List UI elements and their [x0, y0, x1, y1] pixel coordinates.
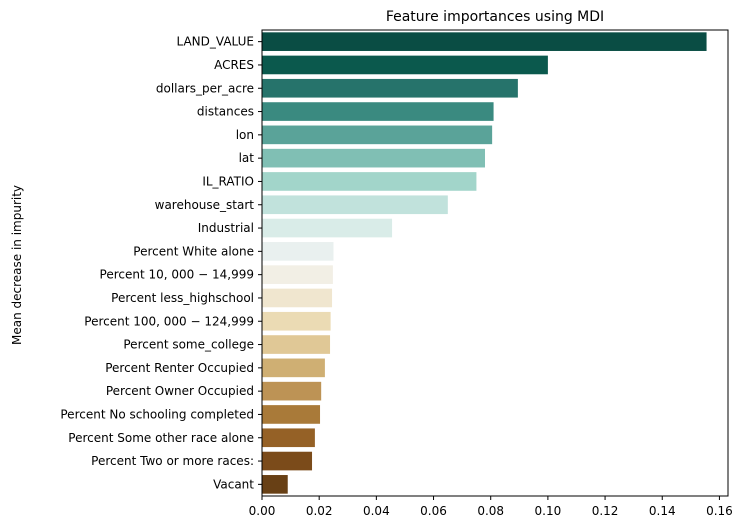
- bar: [262, 311, 331, 331]
- category-label: ACRES: [214, 58, 254, 72]
- bar: [262, 335, 331, 354]
- bar: [262, 242, 334, 261]
- x-tick-label: 0.10: [535, 504, 562, 518]
- x-axis-ticks: 0.00 0.02 0.04 0.06 0.08 0.10 0.12 0.14 0.16: [249, 496, 733, 518]
- bar: [262, 428, 315, 448]
- category-label: Percent 10, 000 − 14,999: [100, 268, 254, 282]
- category-label: Percent White alone: [133, 244, 254, 258]
- bar: [262, 381, 322, 401]
- bar: [262, 78, 518, 98]
- category-label: IL_RATIO: [202, 174, 254, 188]
- category-label: dollars_per_acre: [156, 81, 254, 95]
- bar: [262, 475, 288, 494]
- y-axis-label: Mean decrease in impurity: [10, 185, 24, 345]
- category-label: Percent less_highschool: [111, 291, 254, 305]
- x-tick-label: 0.16: [706, 504, 733, 518]
- chart-title: Feature importances using MDI: [386, 9, 604, 25]
- category-label: Percent 100, 000 − 124,999: [84, 314, 254, 328]
- bar: [262, 102, 494, 121]
- plot-frame: [261, 29, 729, 497]
- bar: [262, 405, 321, 424]
- bar: [262, 125, 493, 145]
- category-label: Percent some_college: [123, 338, 254, 352]
- category-label: lat: [239, 151, 255, 165]
- category-label: warehouse_start: [155, 198, 255, 212]
- x-tick-label: 0.06: [420, 504, 447, 518]
- category-label: LAND_VALUE: [177, 35, 255, 49]
- bar: [262, 358, 325, 378]
- category-labels: LAND_VALUE ACRES dollars_per_acre distances…: [60, 35, 262, 491]
- bar: [262, 218, 393, 238]
- bars-group: [262, 32, 707, 494]
- x-tick-label: 0.12: [592, 504, 619, 518]
- bar: [262, 265, 333, 284]
- bar: [262, 195, 448, 215]
- category-label: Industrial: [198, 221, 254, 235]
- bar: [262, 451, 313, 471]
- x-tick-label: 0.08: [477, 504, 504, 518]
- bar: [262, 55, 548, 75]
- category-label: Percent Owner Occupied: [106, 384, 254, 398]
- category-label: Percent No schooling completed: [60, 407, 254, 421]
- x-tick-label: 0.00: [249, 504, 276, 518]
- category-label: lon: [236, 128, 254, 142]
- bar: [262, 32, 707, 51]
- category-label: distances: [197, 105, 254, 119]
- category-label: Percent Renter Occupied: [105, 361, 254, 375]
- category-label: Percent Some other race alone: [68, 431, 254, 445]
- category-label: Percent Two or more races:: [91, 454, 254, 468]
- bar: [262, 148, 485, 168]
- bar: [262, 172, 477, 191]
- x-tick-label: 0.14: [649, 504, 676, 518]
- x-tick-label: 0.02: [306, 504, 333, 518]
- x-tick-label: 0.04: [363, 504, 390, 518]
- bar: [262, 288, 333, 308]
- category-label: Vacant: [213, 477, 254, 491]
